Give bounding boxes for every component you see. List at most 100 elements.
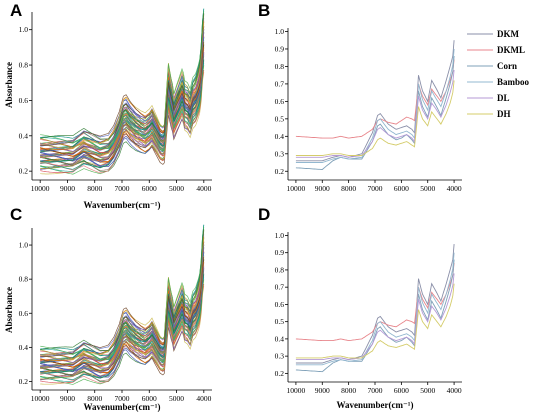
legend-label: DH xyxy=(497,109,511,119)
x-tick-label: 8000 xyxy=(341,184,356,193)
series-line-4 xyxy=(295,252,455,366)
y-tick-label: 0.4 xyxy=(19,131,29,140)
x-axis-label: Wavenumber(cm⁻¹) xyxy=(84,402,161,412)
series-line-3 xyxy=(295,259,455,373)
x-tick-label: 4000 xyxy=(447,386,462,395)
y-tick-label: 1.0 xyxy=(275,27,285,36)
y-tick-label: 0.5 xyxy=(275,317,285,326)
spectrum-curve xyxy=(40,21,205,151)
y-tick-label: 0.2 xyxy=(275,167,285,176)
x-tick-label: 5000 xyxy=(169,184,184,193)
panel-a: A 0.2 0.4 0.6 0.8 1.0 10000 9000 8000 7000 6000 500… xyxy=(4,1,212,210)
y-tick-label: 0.3 xyxy=(275,149,285,158)
x-tick-label: 9000 xyxy=(60,184,75,193)
y-tick-label: 0.7 xyxy=(275,283,285,292)
x-tick-label: 4000 xyxy=(196,394,211,403)
y-tick-label: 0.6 xyxy=(19,96,29,105)
panel-letter: C xyxy=(10,205,22,224)
series-line-dh xyxy=(295,80,455,156)
panel-b: B 0.2 0.3 0.4 0.5 0.6 0.7 0.8 0.9 1.0 10000 9000 800… xyxy=(258,1,530,193)
series-line-corn xyxy=(295,55,455,170)
spectrum-curve xyxy=(40,10,205,149)
spectrum-curve xyxy=(40,44,205,153)
y-tick-label: 0.4 xyxy=(275,334,285,343)
series-line-5 xyxy=(295,273,455,361)
y-tick-label: 0.2 xyxy=(19,377,29,386)
x-tick-label: 7000 xyxy=(115,394,130,403)
series-line-6 xyxy=(295,283,455,359)
series-line-bamboo xyxy=(295,48,455,163)
panel-c: C 0.2 0.4 0.6 0.8 1.0 10000 9000 8000 7000 6000 500… xyxy=(4,205,212,412)
x-tick-label: 7000 xyxy=(368,386,383,395)
panel-letter: B xyxy=(258,1,270,20)
y-tick-label: 1.0 xyxy=(275,231,285,240)
y-tick-label: 0.2 xyxy=(19,167,29,176)
x-tick-label: 8000 xyxy=(341,386,356,395)
y-tick-label: 0.8 xyxy=(275,265,285,274)
y-tick-label: 0.8 xyxy=(19,275,29,284)
x-tick-label: 9000 xyxy=(315,184,330,193)
spectrum-curve xyxy=(40,13,205,140)
y-axis-label: Absorbance xyxy=(4,287,14,333)
x-tick-label: 10000 xyxy=(287,184,306,193)
panel-letter: A xyxy=(10,1,22,20)
y-tick-label: 0.6 xyxy=(19,309,29,318)
y-tick-label: 0.8 xyxy=(275,62,285,71)
y-tick-label: 0.9 xyxy=(275,44,285,53)
spectrum-curve xyxy=(40,41,205,149)
y-tick-label: 0.6 xyxy=(275,300,285,309)
series-line-2 xyxy=(295,262,455,342)
legend: DKM DKML Corn Bamboo DL DH xyxy=(467,29,530,119)
spectrum-curve xyxy=(40,256,205,358)
x-tick-label: 6000 xyxy=(142,184,157,193)
x-tick-label: 6000 xyxy=(142,394,157,403)
y-tick-label: 0.3 xyxy=(275,352,285,361)
y-tick-label: 0.6 xyxy=(275,97,285,106)
x-tick-label: 6000 xyxy=(394,386,409,395)
x-tick-label: 4000 xyxy=(447,184,462,193)
spectrum-curve xyxy=(40,259,205,364)
x-tick-label: 8000 xyxy=(87,184,102,193)
y-tick-label: 0.8 xyxy=(19,61,29,70)
x-tick-label: 5000 xyxy=(169,394,184,403)
panel-d: D 0.2 0.3 0.4 0.5 0.6 0.7 0.8 0.9 1.0 10000 9000 800… xyxy=(258,205,462,410)
legend-label: Bamboo xyxy=(497,77,530,87)
series-line-1 xyxy=(295,244,455,364)
x-tick-label: 4000 xyxy=(196,184,211,193)
x-axis-label: Wavenumber(cm⁻¹) xyxy=(84,200,161,210)
spectrum-curve xyxy=(40,256,205,360)
legend-label: DKM xyxy=(497,29,520,39)
legend-label: Corn xyxy=(497,61,517,71)
y-tick-label: 0.9 xyxy=(275,248,285,257)
x-tick-label: 5000 xyxy=(420,184,435,193)
y-tick-label: 0.5 xyxy=(275,114,285,123)
legend-label: DKML xyxy=(497,45,525,55)
y-tick-label: 0.2 xyxy=(275,369,285,378)
y-tick-label: 1.0 xyxy=(19,25,29,34)
x-tick-label: 10000 xyxy=(31,394,50,403)
spectrum-curve xyxy=(40,244,205,358)
x-tick-label: 9000 xyxy=(315,386,330,395)
series-line-dkm xyxy=(295,40,455,162)
series-line-dl xyxy=(295,69,455,158)
y-tick-label: 0.4 xyxy=(275,132,285,141)
x-axis-label: Wavenumber(cm⁻¹) xyxy=(337,400,414,410)
spectrum-curve xyxy=(40,28,205,147)
series-line-dkml xyxy=(295,59,455,139)
y-tick-label: 0.7 xyxy=(275,79,285,88)
x-tick-label: 8000 xyxy=(87,394,102,403)
x-tick-label: 9000 xyxy=(60,394,75,403)
x-tick-label: 10000 xyxy=(31,184,50,193)
x-tick-label: 5000 xyxy=(420,386,435,395)
x-tick-label: 6000 xyxy=(394,184,409,193)
y-axis-label: Absorbance xyxy=(4,62,14,108)
x-tick-label: 7000 xyxy=(115,184,130,193)
x-tick-label: 10000 xyxy=(287,386,306,395)
spectrum-curve xyxy=(40,8,205,145)
spectrum-curve xyxy=(40,41,205,146)
spectrum-curve xyxy=(40,229,205,351)
panel-letter: D xyxy=(258,205,270,224)
y-tick-label: 1.0 xyxy=(19,241,29,250)
spectrum-curve xyxy=(40,226,205,360)
